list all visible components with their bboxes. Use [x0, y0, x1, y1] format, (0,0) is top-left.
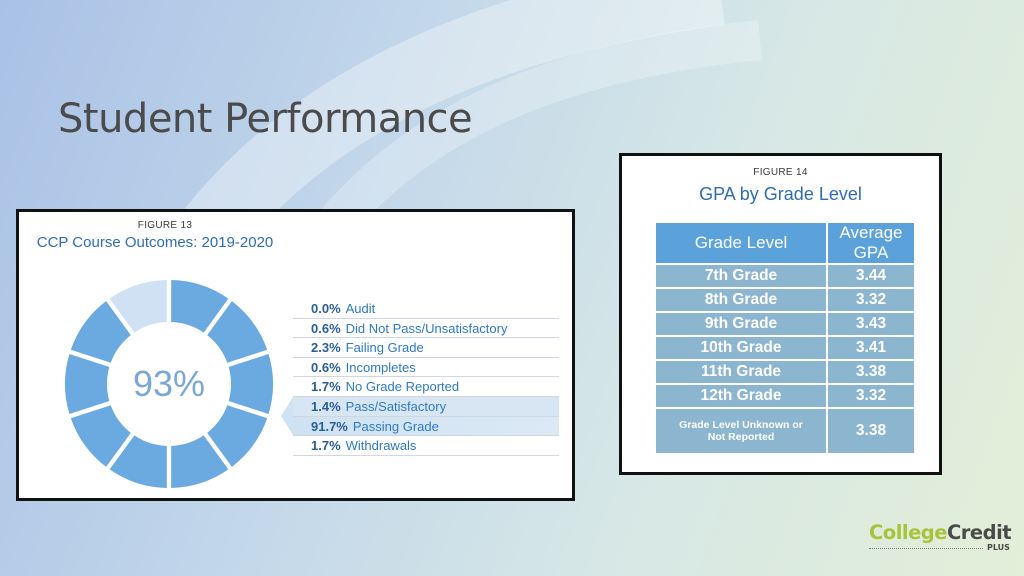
legend-label: Withdrawals [345, 438, 417, 454]
figure-14-label: FIGURE 14 [753, 167, 808, 178]
figure-13-label: FIGURE 13 [137, 220, 193, 231]
figure-14-card: FIGURE 14 GPA by Grade Level Grade Level… [619, 153, 942, 475]
gpa-cell-average: 3.32 [828, 385, 914, 407]
legend-row: 1.7% No Grade Reported [293, 377, 559, 397]
legend-label: Failing Grade [345, 340, 424, 356]
gpa-table-row: 11th Grade 3.38 [656, 361, 914, 383]
gpa-cell-grade: 9th Grade [656, 313, 828, 335]
donut-segment [171, 280, 229, 333]
gpa-header-grade: Grade Level [656, 223, 828, 263]
donut-segment [109, 435, 167, 488]
gpa-header-average: Average GPA [828, 223, 914, 263]
gpa-table-row: 8th Grade 3.32 [656, 289, 914, 311]
legend-percent: 0.0% [311, 301, 341, 316]
donut-segment [65, 353, 110, 415]
gpa-table-header-row: Grade Level Average GPA [656, 223, 914, 263]
figure-13-title: CCP Course Outcomes: 2019-2020 [36, 234, 274, 251]
gpa-table-row: 7th Grade 3.44 [656, 265, 914, 287]
gpa-cell-grade: 12th Grade [656, 385, 828, 407]
logo-word-credit: Credit [947, 521, 1012, 544]
legend-row: 2.3% Failing Grade [293, 338, 559, 358]
gpa-cell-grade: 11th Grade [656, 361, 828, 383]
logo-word-college: College [869, 521, 948, 544]
legend-label: Pass/Satisfactory [345, 398, 447, 414]
gpa-cell-average: 3.43 [828, 313, 914, 335]
legend-label: Did Not Pass/Unsatisfactory [345, 320, 508, 336]
legend-highlight-arrow [281, 397, 293, 435]
legend-row: 0.6% Did Not Pass/Unsatisfactory [293, 319, 559, 339]
donut-center-percent: 93% [133, 363, 205, 404]
legend-row: 0.0% Audit [293, 299, 559, 319]
donut-segment [109, 280, 167, 333]
legend-label: Incompletes [345, 359, 416, 375]
gpa-cell-average: 3.38 [828, 361, 914, 383]
legend-label: No Grade Reported [345, 379, 460, 395]
donut-segment [228, 353, 273, 415]
legend-label: Audit [345, 301, 376, 316]
donut-segment [70, 405, 131, 467]
slide-title: Student Performance [58, 96, 473, 142]
figure-13-card: FIGURE 13 CCP Course Outcomes: 2019-2020… [16, 209, 575, 501]
legend-percent: 1.7% [311, 379, 341, 395]
gpa-cell-average: 3.38 [828, 409, 914, 453]
legend-percent: 1.4% [311, 398, 341, 414]
gpa-cell-average: 3.41 [828, 337, 914, 359]
donut-segment [207, 301, 268, 363]
gpa-table: Grade Level Average GPA 7th Grade 3.44 8th… [656, 221, 914, 455]
figure-14-title: GPA by Grade Level [699, 184, 862, 204]
outcomes-legend: 0.0% Audit 0.6% Did Not Pass/Unsatisfactory… [281, 299, 559, 456]
donut-segment [70, 301, 131, 363]
legend-percent: 0.6% [311, 320, 341, 336]
gpa-cell-grade: 8th Grade [656, 289, 828, 311]
donut-segment [207, 405, 268, 467]
gpa-table-row: Grade Level Unknown or Not Reported 3.38 [656, 409, 914, 453]
gpa-cell-grade: Grade Level Unknown or Not Reported [656, 409, 828, 453]
gpa-cell-average: 3.32 [828, 289, 914, 311]
legend-percent: 2.3% [311, 340, 341, 356]
college-credit-plus-logo: CollegeCredit PLUS [869, 521, 1019, 555]
gpa-cell-average: 3.44 [828, 265, 914, 287]
logo-dotted-line [869, 548, 983, 549]
legend-percent: 91.7% [311, 418, 348, 434]
donut-segment [171, 435, 229, 488]
legend-row: 1.7% Withdrawals [293, 436, 559, 456]
logo-word-plus: PLUS [987, 543, 1010, 552]
legend-percent: 1.7% [311, 438, 341, 454]
gpa-table-row: 9th Grade 3.43 [656, 313, 914, 335]
gpa-cell-grade: 7th Grade [656, 265, 828, 287]
gpa-table-row: 10th Grade 3.41 [656, 337, 914, 359]
outcomes-donut-chart: 93% [65, 280, 273, 488]
gpa-cell-grade: 10th Grade [656, 337, 828, 359]
legend-row: 91.7% Passing Grade [293, 416, 559, 437]
gpa-table-row: 12th Grade 3.32 [656, 385, 914, 407]
legend-percent: 0.6% [311, 359, 341, 375]
legend-row: 1.4% Pass/Satisfactory [293, 396, 559, 417]
legend-row: 0.6% Incompletes [293, 358, 559, 378]
legend-label: Passing Grade [352, 418, 439, 434]
